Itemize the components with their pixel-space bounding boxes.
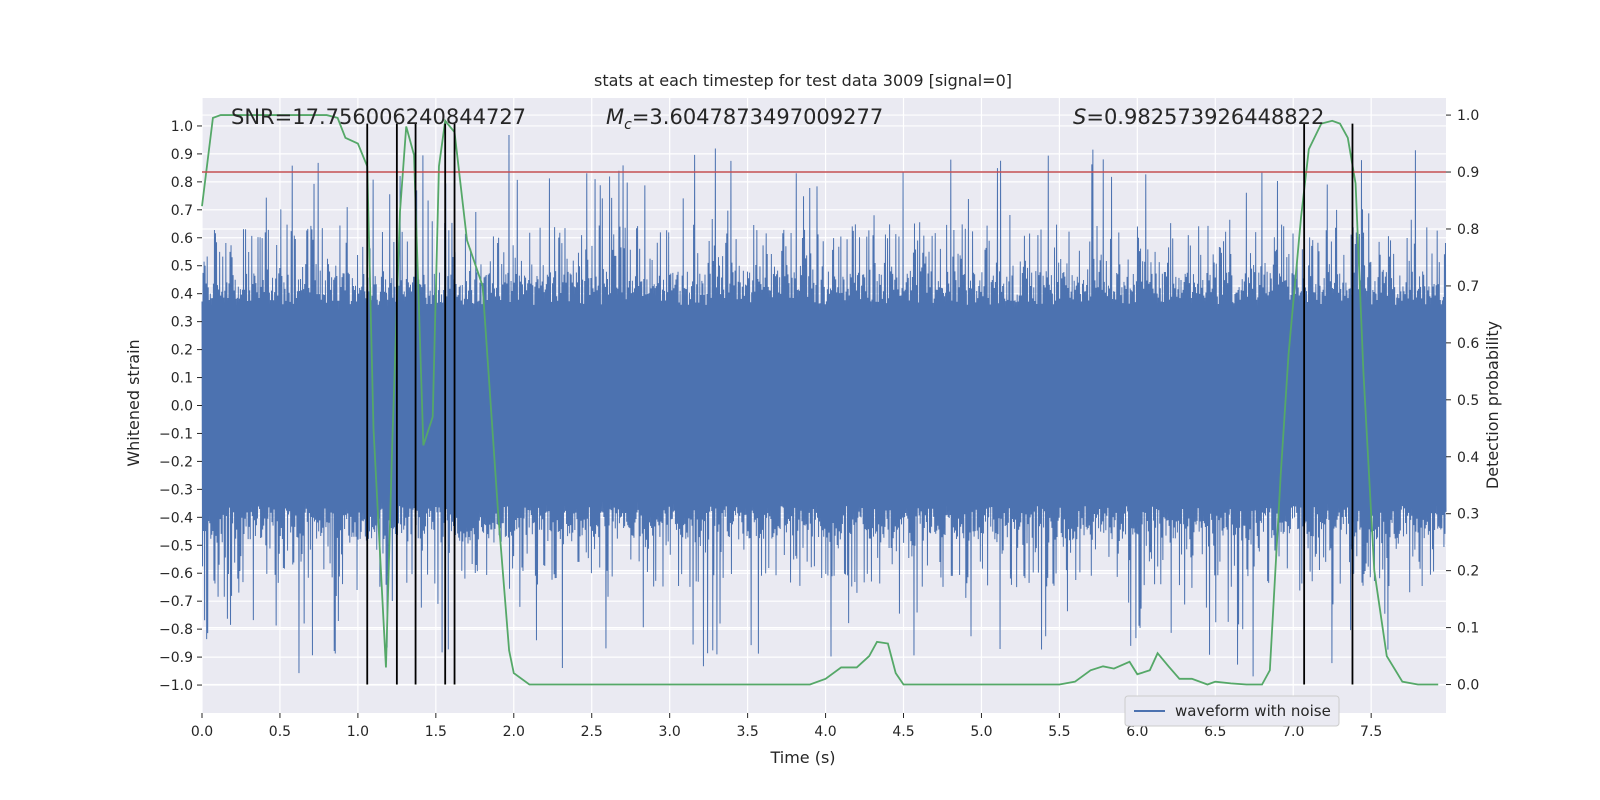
x-tick-label: 6.5 xyxy=(1204,724,1226,740)
y-left-tick-label: 0.7 xyxy=(171,203,193,219)
y-left-tick-label: 0.6 xyxy=(171,231,193,247)
y-axis-left-label: Whitened strain xyxy=(124,339,143,466)
y-left-tick-label: −0.2 xyxy=(159,454,193,470)
x-axis-label: Time (s) xyxy=(769,748,835,767)
x-tick-label: 7.0 xyxy=(1282,724,1304,740)
y-right-tick-label: 0.2 xyxy=(1457,564,1479,580)
chirp-mass-value: =3.6047873497009277 xyxy=(632,105,883,129)
x-tick-label: 6.0 xyxy=(1126,724,1148,740)
s-symbol: S xyxy=(1073,105,1086,129)
x-axis: 0.0 0.5 1.0 1.5 2.0 2.5 3.0 3.5 4.0 4.5 5.0 5.5 6.0 6… xyxy=(191,713,1382,740)
x-tick-label: 0.5 xyxy=(269,724,291,740)
y-left-tick-label: 0.8 xyxy=(171,175,193,191)
chirp-mass-subscript: c xyxy=(624,117,632,133)
snr-annotation: SNR=17.756006240844727 xyxy=(231,105,526,129)
x-tick-label: 2.0 xyxy=(503,724,525,740)
legend-label-waveform: waveform with noise xyxy=(1175,702,1331,720)
y-left-tick-label: 0.4 xyxy=(171,287,193,303)
x-tick-label: 3.5 xyxy=(736,724,758,740)
y-left-tick-label: −1.0 xyxy=(159,678,193,694)
x-tick-label: 0.0 xyxy=(191,724,213,740)
x-tick-label: 5.5 xyxy=(1048,724,1070,740)
x-tick-label: 4.5 xyxy=(892,724,914,740)
y-left-tick-label: 0.3 xyxy=(171,315,193,331)
detection-probability-line xyxy=(201,114,1439,686)
y-left-tick-label: −0.1 xyxy=(159,426,193,442)
y-left-tick-label: −0.7 xyxy=(159,594,193,610)
y-left-tick-label: −0.4 xyxy=(159,510,193,526)
chart-title: stats at each timestep for test data 300… xyxy=(594,71,1012,90)
y-right-tick-label: 0.0 xyxy=(1457,678,1479,694)
y-left-tick-label: −0.8 xyxy=(159,622,193,638)
y-left-tick-label: 0.2 xyxy=(171,343,193,359)
plot-area xyxy=(201,114,1447,686)
y-right-tick-label: 0.3 xyxy=(1457,507,1479,523)
y-left-tick-label: −0.3 xyxy=(159,482,193,498)
x-tick-label: 4.0 xyxy=(814,724,836,740)
y-left-tick-label: −0.5 xyxy=(159,538,193,554)
y-right-tick-label: 0.1 xyxy=(1457,621,1479,637)
legend-box xyxy=(1124,695,1340,727)
x-tick-label: 1.0 xyxy=(347,724,369,740)
y-left-tick-label: 0.5 xyxy=(171,259,193,275)
y-right-tick-label: 0.9 xyxy=(1457,165,1479,181)
s-value: =0.982573926448822 xyxy=(1086,105,1324,129)
y-left-tick-label: 0.9 xyxy=(171,147,193,163)
y-right-tick-label: 1.0 xyxy=(1457,108,1479,124)
s-annotation: S=0.982573926448822 xyxy=(1073,105,1324,129)
x-tick-label: 2.5 xyxy=(581,724,603,740)
x-tick-label: 1.5 xyxy=(425,724,447,740)
y-right-tick-label: 0.7 xyxy=(1457,279,1479,295)
chirp-mass-annotation: Mc=3.6047873497009277 xyxy=(606,105,883,133)
y-axis-right: 1.0 0.9 0.8 0.7 0.6 0.5 0.4 0.3 0.2 0.1 0.0 xyxy=(1446,108,1479,694)
y-axis-right-label: Detection probability xyxy=(1483,321,1502,489)
y-left-tick-label: −0.9 xyxy=(159,650,193,666)
y-left-tick-label: 0.0 xyxy=(171,399,193,415)
y-axis-left: 1.0 0.9 0.8 0.7 0.6 0.5 0.4 0.3 0.2 0.1 0.0 −0.1 −0.… xyxy=(159,119,202,694)
y-right-tick-label: 0.4 xyxy=(1457,450,1479,466)
x-tick-label: 3.0 xyxy=(659,724,681,740)
x-tick-label: 7.5 xyxy=(1360,724,1382,740)
y-right-tick-label: 0.8 xyxy=(1457,222,1479,238)
legend: waveform with noise xyxy=(1124,695,1340,727)
y-right-tick-label: 0.6 xyxy=(1457,336,1479,352)
waveform-series xyxy=(201,135,1447,677)
event-lines xyxy=(366,123,1354,685)
y-right-tick-label: 0.5 xyxy=(1457,393,1479,409)
y-left-tick-label: 0.1 xyxy=(171,371,193,387)
chirp-mass-symbol: M xyxy=(606,105,624,129)
y-left-tick-label: −0.6 xyxy=(159,566,193,582)
y-left-tick-label: 1.0 xyxy=(171,119,193,135)
x-tick-label: 5.0 xyxy=(970,724,992,740)
